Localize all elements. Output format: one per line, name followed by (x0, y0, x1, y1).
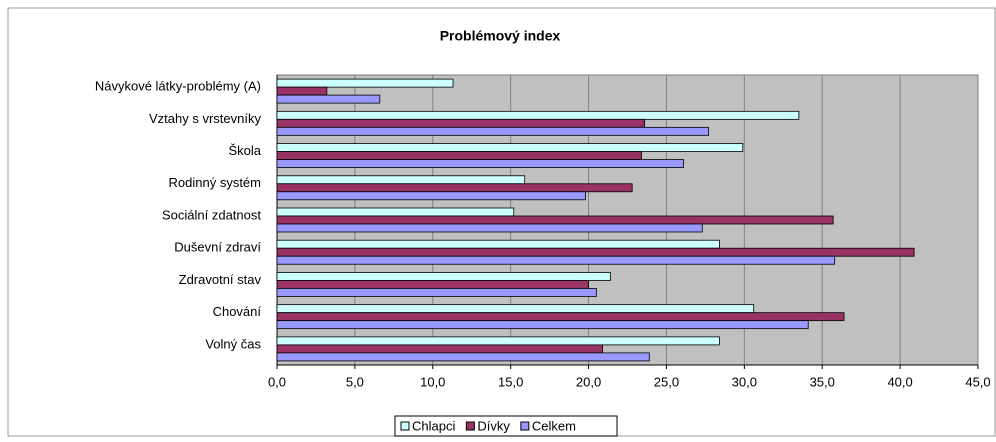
bar (276, 288, 597, 297)
bar (276, 336, 720, 346)
legend-label: Dívky (477, 418, 510, 433)
bar (276, 151, 642, 160)
y-tick-label: Vztahy s vrstevníky (149, 111, 261, 126)
x-tick-label: 25,0 (654, 374, 679, 389)
legend-swatch (465, 421, 475, 431)
x-tick-label: 15,0 (498, 374, 523, 389)
bar (276, 207, 515, 217)
x-tick-label: 20,0 (576, 374, 601, 389)
y-tick-label: Sociální zdatnost (162, 207, 261, 222)
bar (276, 272, 611, 281)
y-tick-label: Rodinný systém (169, 175, 261, 190)
legend-box (394, 415, 618, 437)
bar (276, 126, 709, 136)
bar (276, 110, 800, 120)
bar (276, 320, 809, 330)
bar (276, 344, 603, 354)
legend-label: Celkem (532, 418, 576, 433)
bar (276, 143, 744, 152)
y-tick-label: Návykové látky-problémy (A) (95, 79, 261, 94)
bar (276, 78, 454, 88)
x-tick-label: 10,0 (420, 374, 445, 389)
y-tick-label: Zdravotní stav (179, 272, 262, 287)
y-tick-label: Chování (213, 304, 262, 319)
bar (276, 175, 526, 185)
bar (276, 94, 381, 104)
bar (276, 280, 589, 289)
bar (276, 247, 915, 257)
bar (276, 223, 703, 233)
bar (276, 191, 586, 201)
bar (276, 86, 328, 96)
bar (276, 304, 755, 314)
legend-label: Chlapci (412, 418, 455, 433)
bar (276, 312, 845, 322)
bar (276, 183, 633, 193)
legend-swatch (520, 421, 530, 431)
x-tick-label: 5,0 (346, 374, 364, 389)
y-tick-label: Duševní zdraví (174, 240, 261, 255)
chart-title: Problémový index (440, 28, 561, 44)
bar (276, 159, 684, 168)
bar (276, 118, 646, 128)
y-tick-label: Škola (228, 143, 261, 158)
bar (276, 352, 650, 362)
x-tick-label: 40,0 (887, 374, 912, 389)
bar (276, 215, 834, 225)
bar (276, 239, 720, 249)
legend-swatch (400, 421, 410, 431)
y-tick-label: Volný čas (205, 336, 261, 351)
x-tick-label: 35,0 (810, 374, 835, 389)
x-tick-label: 45,0 (965, 374, 990, 389)
bar (276, 255, 836, 265)
x-tick-label: 30,0 (732, 374, 757, 389)
x-tick-label: 0,0 (268, 374, 286, 389)
